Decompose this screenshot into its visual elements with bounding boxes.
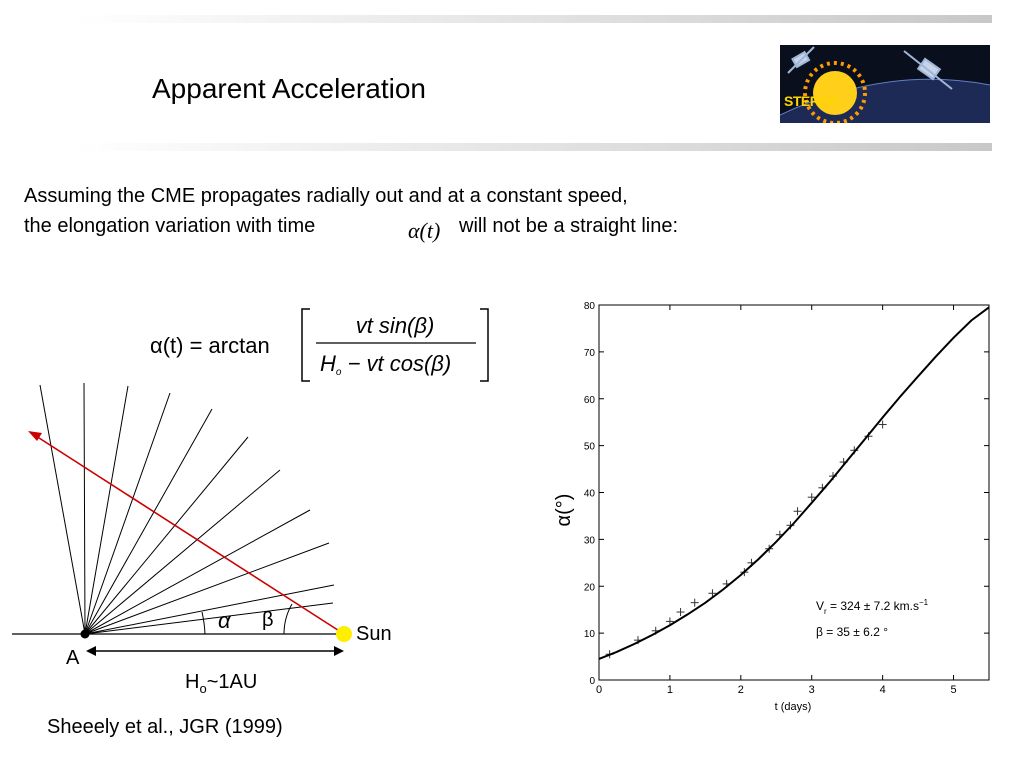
distance-label-h: H	[185, 671, 199, 693]
formula-denominator-rest: − vt cos(β)	[341, 351, 451, 376]
stereo-logo: STEREO	[780, 45, 990, 123]
data-point	[690, 598, 699, 607]
citation: Sheeely et al., JGR (1999)	[47, 716, 283, 738]
fan-line-6	[84, 469, 281, 635]
fan-line-5	[84, 436, 249, 635]
y-tick-label: 10	[584, 629, 596, 640]
fan-line-3	[84, 392, 171, 635]
x-tick-label: 5	[950, 684, 956, 696]
annotation-speed-sup: −1	[919, 598, 929, 607]
formula-denominator-h: H	[320, 351, 336, 376]
sun-marker	[336, 626, 352, 642]
page-title: Apparent Acceleration	[152, 73, 426, 104]
x-tick-label: 0	[596, 684, 602, 696]
distance-label-sub: o	[199, 681, 206, 696]
y-tick-label: 20	[584, 582, 596, 593]
y-axis-label: α(°)	[553, 494, 575, 527]
elongation-formula: α(t) = arctan vt sin(β) Ho − vt cos(β)	[150, 308, 489, 382]
inline-alpha-t: α(t)	[408, 218, 441, 243]
fit-curve	[598, 306, 990, 660]
annotation-speed-v: V	[816, 599, 824, 613]
beta-label: β	[262, 609, 274, 631]
stereo-logo-art	[780, 46, 990, 123]
fan-line-7	[84, 509, 311, 635]
formula-right-bracket	[480, 308, 489, 382]
intro-line-2: the elongation variation with time	[24, 215, 316, 237]
elongation-fan	[39, 382, 335, 635]
fan-line-1	[83, 382, 86, 635]
logo-text: STEREO	[784, 93, 839, 109]
annotation-beta: β = 35 ± 6.2 °	[816, 625, 888, 639]
intro-line-1: Assuming the CME propagates radially out…	[24, 185, 628, 207]
observer-label: A	[66, 647, 80, 669]
fan-line-2	[84, 385, 129, 635]
fan-line-8	[84, 542, 330, 635]
data-point	[878, 420, 887, 429]
sun-label: Sun	[356, 623, 392, 645]
fan-line-4	[84, 408, 213, 635]
y-tick-label: 60	[584, 395, 596, 406]
geometry-diagram: α β Sun A Ho~1AU	[12, 382, 392, 696]
data-point	[708, 589, 717, 598]
annotation-speed-value: = 324 ± 7.2 km.s	[827, 599, 919, 613]
y-tick-label: 70	[584, 348, 596, 359]
formula-denominator-sub: o	[336, 367, 342, 378]
y-tick-label: 30	[584, 535, 596, 546]
annotation-speed-sub: r	[824, 607, 827, 616]
intro-line-2-end: will not be a straight line:	[459, 215, 679, 237]
beta-arc	[283, 603, 293, 635]
x-tick-label: 1	[667, 684, 673, 696]
data-point	[676, 608, 685, 617]
cme-arrowhead	[28, 431, 42, 441]
x-tick-label: 2	[738, 684, 744, 696]
fan-line-10	[84, 602, 334, 635]
distance-label-rest: ~1AU	[207, 671, 258, 693]
y-tick-label: 50	[584, 442, 596, 453]
data-point	[793, 507, 802, 516]
y-tick-label: 40	[584, 489, 596, 500]
distance-arrow-left	[86, 646, 96, 656]
fan-line-0	[39, 384, 86, 635]
x-tick-label: 3	[809, 684, 815, 696]
observer-marker	[80, 629, 90, 639]
formula-numerator: vt sin(β)	[356, 313, 435, 338]
alpha-arc	[201, 611, 206, 635]
distance-label: Ho~1AU	[185, 671, 257, 696]
data-point	[807, 493, 816, 502]
x-axis-label: t (days)	[775, 701, 812, 713]
title-divider	[75, 143, 992, 151]
alpha-label: α	[218, 608, 232, 633]
annotation-speed: Vr = 324 ± 7.2 km.s−1	[816, 598, 929, 616]
cme-trajectory-ray	[35, 435, 345, 635]
x-tick-label: 4	[880, 684, 886, 696]
top-divider	[75, 15, 992, 23]
fan-line-9	[84, 584, 335, 635]
distance-arrow-right	[334, 646, 344, 656]
formula-lhs: α(t) = arctan	[150, 333, 270, 358]
formula-denominator: Ho − vt cos(β)	[320, 351, 451, 378]
formula-left-bracket	[301, 308, 310, 382]
y-tick-label: 0	[589, 676, 595, 687]
y-tick-label: 80	[584, 301, 596, 312]
